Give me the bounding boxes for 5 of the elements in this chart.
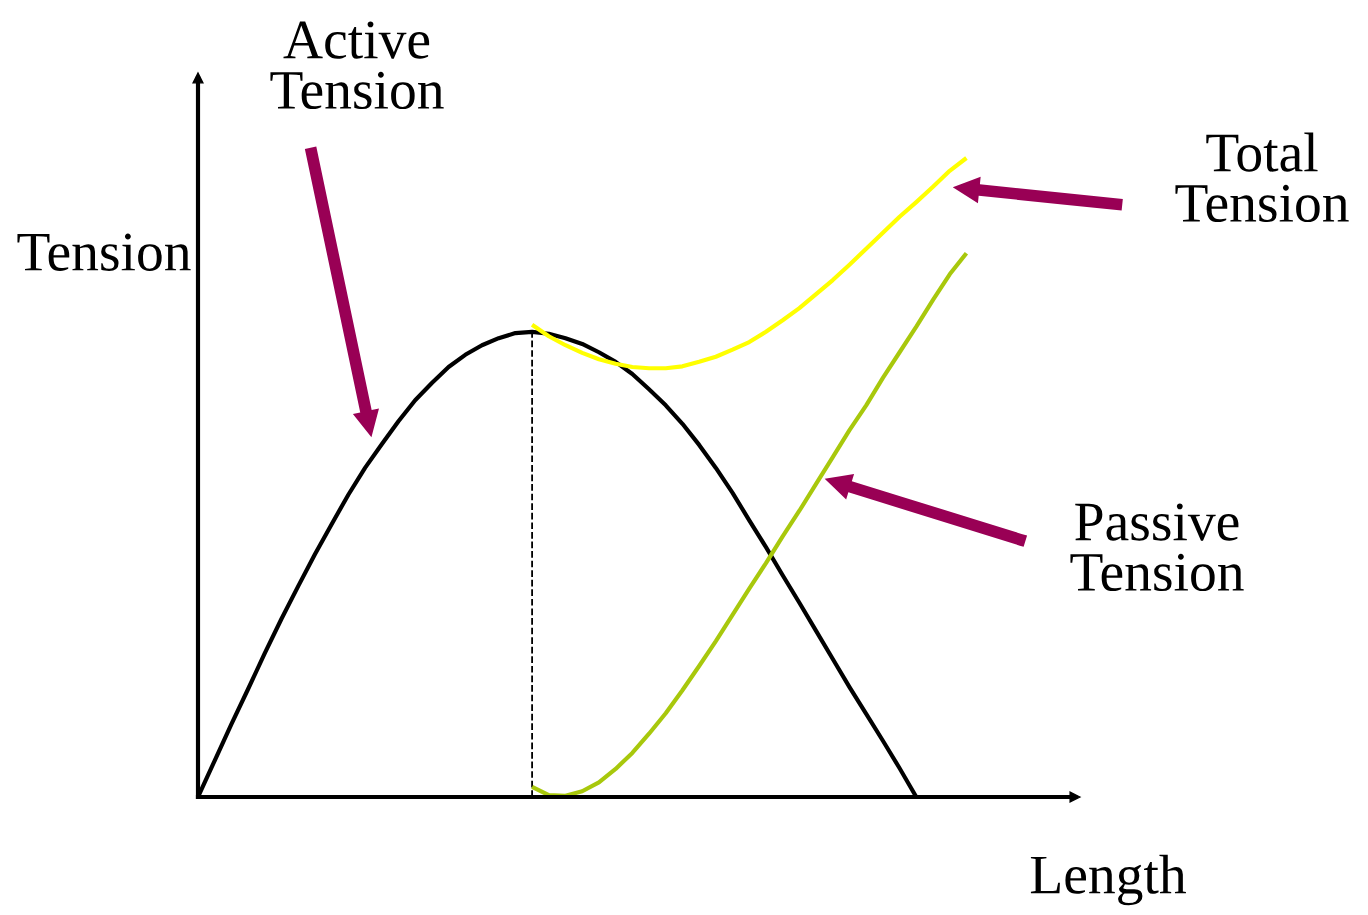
annotation: Passive Tension	[1070, 503, 1244, 592]
text: Active Tension	[270, 21, 444, 110]
text: Total Tension	[1175, 132, 1349, 223]
y-axis-title: Tension	[17, 233, 191, 271]
x-axis-title: Length	[1030, 854, 1186, 906]
